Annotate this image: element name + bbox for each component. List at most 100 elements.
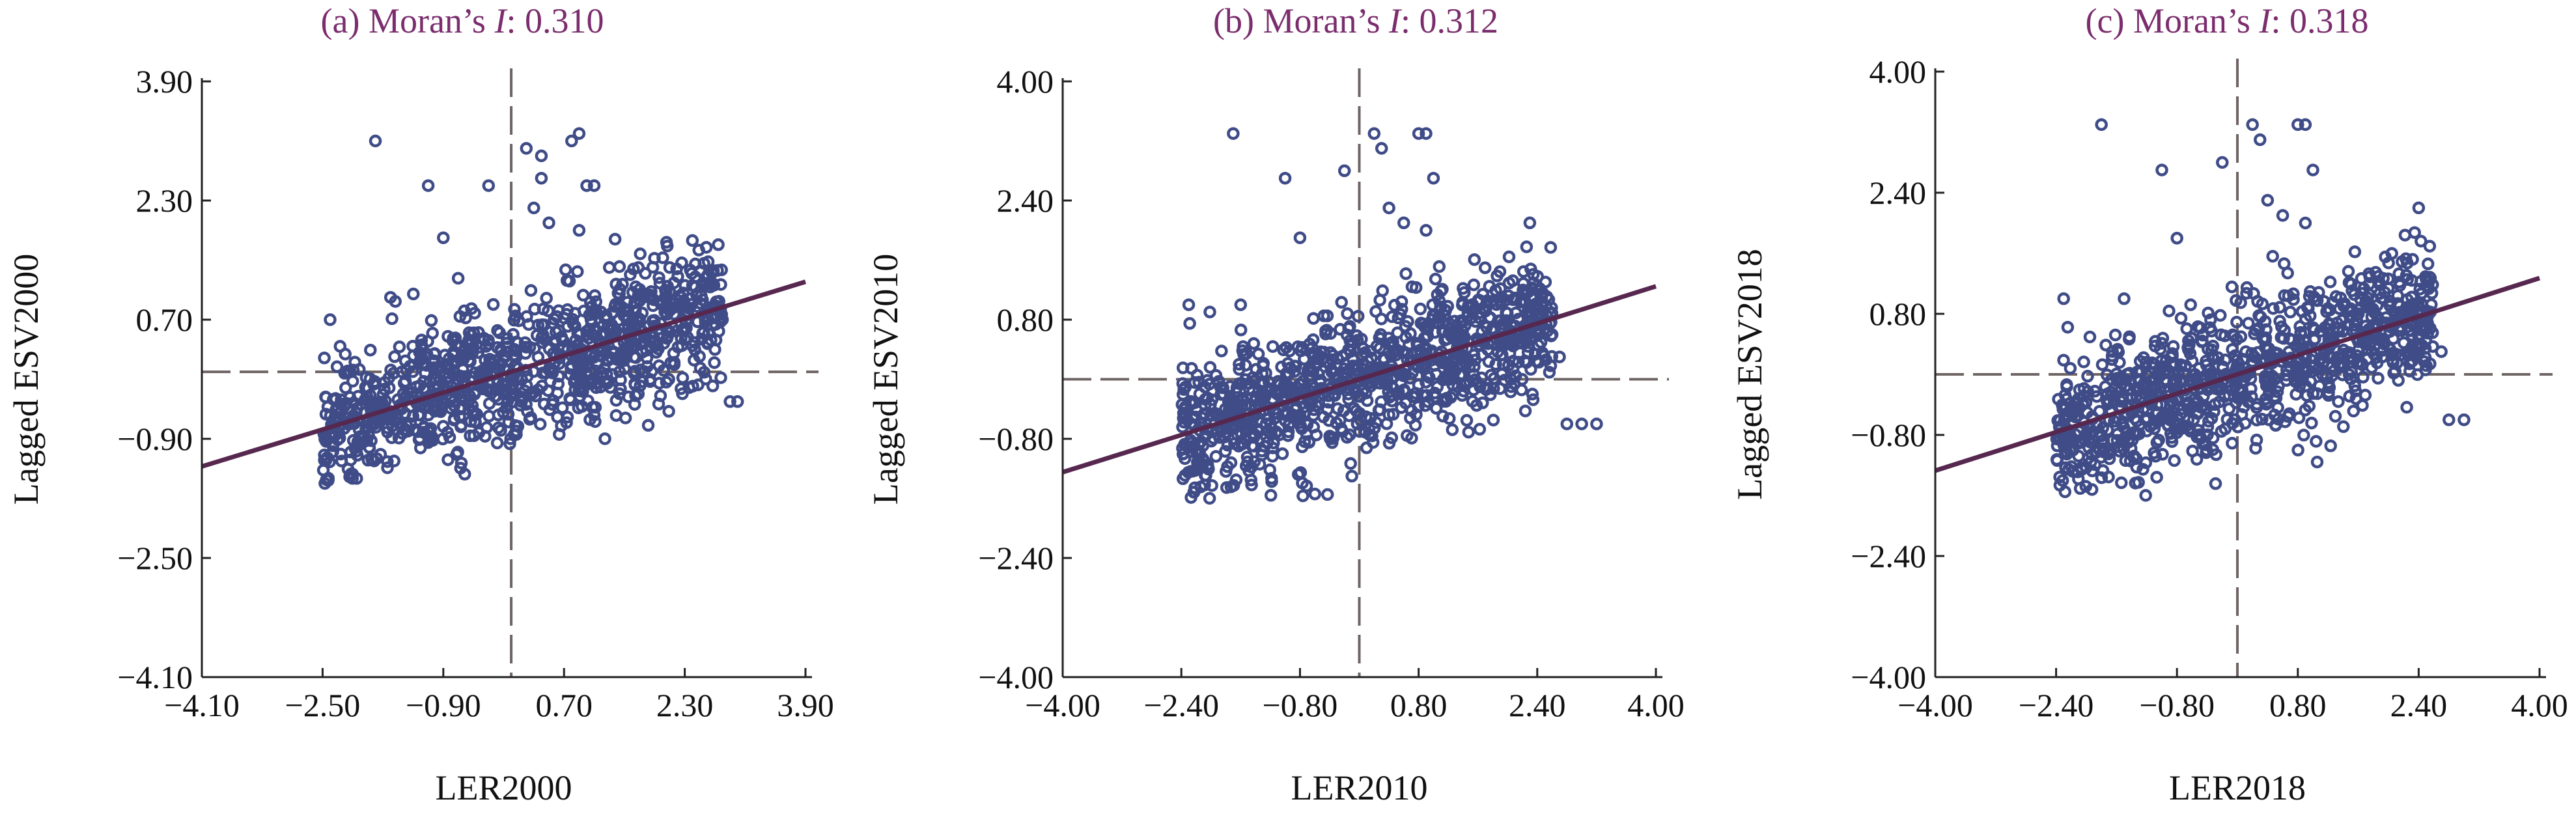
data-point bbox=[468, 408, 481, 422]
data-point-outlier bbox=[1227, 127, 1240, 140]
data-point bbox=[419, 357, 432, 370]
data-point bbox=[346, 374, 359, 388]
data-point-outlier bbox=[437, 231, 450, 244]
data-point bbox=[1209, 450, 1223, 463]
data-point bbox=[2349, 384, 2362, 398]
data-point bbox=[1242, 464, 1255, 478]
data-point bbox=[1428, 326, 1442, 339]
data-point bbox=[404, 417, 417, 430]
data-point bbox=[399, 374, 412, 388]
data-point bbox=[354, 398, 368, 411]
data-point-outlier bbox=[2057, 292, 2070, 305]
data-point bbox=[2099, 339, 2112, 352]
data-point bbox=[1509, 306, 1522, 320]
data-point bbox=[1353, 425, 1366, 438]
data-point bbox=[2061, 320, 2075, 334]
data-point bbox=[2174, 312, 2188, 325]
data-point bbox=[2051, 454, 2064, 467]
panel-title: (b) Moran’s I: 0.312 bbox=[1213, 1, 1498, 40]
data-point bbox=[507, 348, 521, 361]
data-point bbox=[633, 293, 647, 307]
data-point-outlier bbox=[2155, 163, 2168, 176]
data-point-outlier bbox=[2276, 209, 2289, 222]
data-point bbox=[714, 371, 727, 384]
data-point bbox=[1399, 320, 1412, 333]
data-point bbox=[2321, 302, 2334, 315]
data-point bbox=[1221, 460, 1234, 473]
data-point bbox=[2340, 347, 2353, 360]
data-point bbox=[2348, 245, 2362, 258]
title-suffix: : 0.310 bbox=[506, 1, 604, 40]
data-point bbox=[648, 251, 661, 265]
data-point bbox=[628, 378, 642, 391]
data-point bbox=[497, 406, 510, 419]
data-point bbox=[1215, 344, 1228, 357]
data-point bbox=[2382, 257, 2395, 270]
data-point bbox=[2331, 322, 2345, 335]
x-tick-label: −4.00 bbox=[1025, 687, 1100, 723]
data-point-outlier bbox=[535, 149, 548, 163]
data-point bbox=[1255, 394, 1268, 407]
data-point bbox=[641, 419, 655, 432]
data-point bbox=[2359, 319, 2373, 333]
data-point bbox=[1518, 354, 1532, 368]
y-tick-label: 0.70 bbox=[136, 301, 193, 338]
data-point bbox=[1218, 430, 1231, 443]
data-point bbox=[1511, 337, 1524, 350]
data-point-outlier bbox=[2095, 118, 2108, 132]
data-point bbox=[1530, 297, 1543, 311]
data-point bbox=[670, 324, 683, 338]
data-point bbox=[451, 445, 464, 459]
data-point bbox=[346, 472, 359, 485]
data-point bbox=[2161, 375, 2174, 389]
data-point bbox=[2226, 342, 2239, 356]
data-point bbox=[520, 379, 533, 392]
data-point bbox=[2297, 428, 2310, 442]
data-point bbox=[1234, 426, 1248, 439]
data-point bbox=[1410, 408, 1423, 421]
data-point bbox=[2230, 315, 2243, 329]
data-point bbox=[1351, 333, 1364, 347]
data-point bbox=[1275, 386, 1288, 399]
data-point bbox=[2418, 355, 2431, 369]
data-point bbox=[536, 367, 550, 380]
data-point bbox=[1543, 366, 1556, 379]
data-point bbox=[652, 271, 665, 285]
data-point bbox=[559, 263, 572, 277]
data-point bbox=[2337, 420, 2350, 434]
data-point bbox=[1176, 361, 1190, 374]
y-tick-label: −0.80 bbox=[978, 421, 1054, 457]
data-point bbox=[1532, 325, 1546, 338]
data-point bbox=[2372, 313, 2386, 327]
data-point bbox=[540, 292, 553, 305]
data-point bbox=[524, 284, 538, 297]
data-point bbox=[381, 461, 394, 475]
data-point bbox=[2180, 322, 2193, 335]
data-point bbox=[436, 432, 449, 446]
data-point bbox=[2397, 336, 2411, 350]
data-point bbox=[490, 436, 504, 450]
data-point bbox=[2102, 393, 2115, 407]
data-point-outlier bbox=[663, 261, 677, 274]
data-point bbox=[555, 419, 568, 432]
data-point bbox=[1487, 382, 1500, 395]
data-point bbox=[1203, 361, 1217, 374]
data-point bbox=[1457, 384, 1470, 398]
data-point-outlier bbox=[2118, 292, 2131, 305]
data-point bbox=[322, 471, 335, 485]
data-point bbox=[2191, 395, 2204, 408]
data-point bbox=[1245, 479, 1258, 492]
data-point bbox=[2400, 400, 2413, 414]
data-point bbox=[468, 366, 482, 380]
data-point bbox=[1233, 357, 1246, 371]
data-point bbox=[1183, 317, 1196, 330]
data-point bbox=[1179, 380, 1192, 394]
data-point bbox=[417, 382, 431, 395]
data-point bbox=[576, 288, 590, 302]
data-point bbox=[2094, 428, 2108, 441]
data-point bbox=[571, 265, 584, 278]
data-point bbox=[2271, 401, 2284, 414]
data-point bbox=[2185, 331, 2198, 344]
data-point bbox=[628, 398, 641, 411]
